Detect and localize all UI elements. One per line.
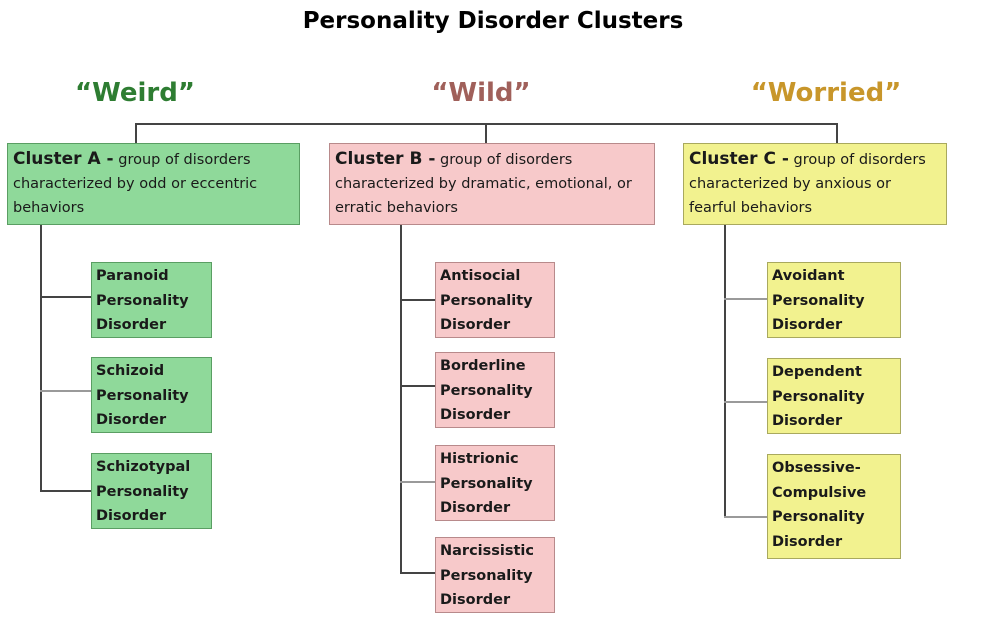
disorder-box-dependent: Dependent Personality Disorder <box>767 358 901 434</box>
disorder-box-borderline: Borderline Personality Disorder <box>435 352 555 428</box>
disorder-box-schizoid: Schizoid Personality Disorder <box>91 357 212 433</box>
cluster-c-branch <box>724 516 768 518</box>
cluster-c-branch <box>724 401 768 403</box>
diagram-title: Personality Disorder Clusters <box>302 8 684 34</box>
cluster-c-box: Cluster C - group of disorders character… <box>683 143 947 225</box>
disorder-box-avoidant: Avoidant Personality Disorder <box>767 262 901 338</box>
cluster-a-nickname: “Weird” <box>75 78 195 108</box>
cluster-c-description: group of disorders characterized by anxi… <box>689 152 926 216</box>
disorder-box-obsessive-compulsive: Obsessive- Compulsive Personality Disord… <box>767 454 901 559</box>
connector-a-drop <box>135 123 137 144</box>
cluster-b-branch <box>400 385 436 387</box>
cluster-a-branch <box>40 296 92 298</box>
cluster-b-branch <box>400 299 436 301</box>
cluster-a-box: Cluster A - group of disorders character… <box>7 143 300 225</box>
cluster-a-branch <box>40 390 92 392</box>
cluster-b-box: Cluster B - group of disorders character… <box>329 143 655 225</box>
cluster-b-branch <box>400 481 436 483</box>
cluster-c-trunk <box>724 225 726 518</box>
disorder-box-narcissistic: Narcissistic Personality Disorder <box>435 537 555 613</box>
disorder-box-antisocial: Antisocial Personality Disorder <box>435 262 555 338</box>
cluster-a-trunk <box>40 225 42 492</box>
cluster-b-name: Cluster B - <box>335 149 436 169</box>
connector-c-drop <box>836 123 838 144</box>
cluster-c-branch <box>724 298 768 300</box>
cluster-c-name: Cluster C - <box>689 149 789 169</box>
cluster-b-trunk <box>400 225 402 574</box>
connector-b-drop <box>485 123 487 144</box>
disorder-box-schizotypal: Schizotypal Personality Disorder <box>91 453 212 529</box>
cluster-b-description: group of disorders characterized by dram… <box>335 152 632 216</box>
disorder-box-paranoid: Paranoid Personality Disorder <box>91 262 212 338</box>
cluster-c-nickname: “Worried” <box>750 78 902 108</box>
cluster-b-branch <box>400 572 436 574</box>
disorder-box-histrionic: Histrionic Personality Disorder <box>435 445 555 521</box>
cluster-a-name: Cluster A - <box>13 149 114 169</box>
cluster-a-branch <box>40 490 92 492</box>
cluster-b-nickname: “Wild” <box>431 78 531 108</box>
cluster-a-description: group of disorders characterized by odd … <box>13 152 258 216</box>
